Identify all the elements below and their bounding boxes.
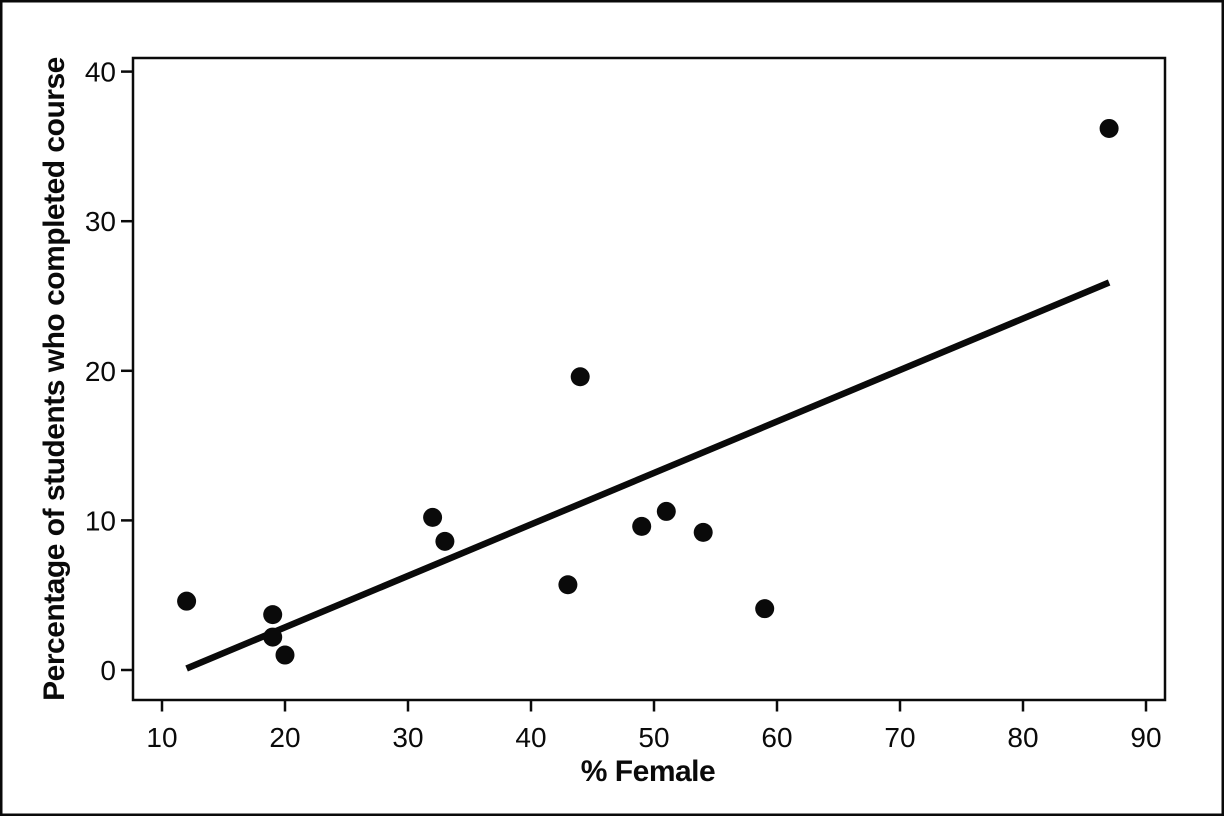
data-point bbox=[177, 591, 197, 611]
data-point bbox=[570, 367, 590, 387]
y-tick-label: 10 bbox=[85, 505, 116, 536]
x-tick-label: 40 bbox=[515, 722, 546, 753]
y-tick-label: 30 bbox=[85, 206, 116, 237]
x-tick-label: 60 bbox=[761, 722, 792, 753]
x-tick-label: 20 bbox=[269, 722, 300, 753]
data-point bbox=[423, 507, 443, 527]
y-tick-label: 40 bbox=[85, 57, 116, 88]
data-points-group bbox=[177, 118, 1119, 665]
data-point bbox=[656, 501, 676, 521]
data-point bbox=[1099, 118, 1119, 138]
x-axis-ticks: 10 20 30 40 50 60 70 80 90 bbox=[146, 700, 1162, 753]
data-point bbox=[755, 599, 775, 619]
regression-line bbox=[185, 279, 1111, 672]
data-point bbox=[558, 575, 578, 595]
x-tick-label: 80 bbox=[1007, 722, 1038, 753]
data-point bbox=[693, 522, 713, 542]
x-tick-label: 30 bbox=[392, 722, 423, 753]
y-tick-label: 0 bbox=[100, 655, 116, 686]
data-point bbox=[263, 627, 283, 647]
y-axis-label: Percentage of students who completed cou… bbox=[38, 57, 71, 701]
regression-line-group bbox=[185, 279, 1111, 672]
data-point bbox=[263, 605, 283, 625]
y-axis-ticks: 0 10 20 30 40 bbox=[85, 57, 133, 686]
data-point bbox=[632, 516, 652, 536]
x-tick-label: 50 bbox=[638, 722, 669, 753]
x-tick-label: 70 bbox=[884, 722, 915, 753]
x-tick-label: 10 bbox=[146, 722, 177, 753]
data-point bbox=[435, 531, 455, 551]
plot-frame bbox=[131, 56, 1167, 702]
data-point bbox=[275, 645, 295, 665]
x-axis-label: % Female bbox=[581, 755, 715, 788]
y-tick-label: 20 bbox=[85, 356, 116, 387]
x-tick-label: 90 bbox=[1130, 722, 1161, 753]
